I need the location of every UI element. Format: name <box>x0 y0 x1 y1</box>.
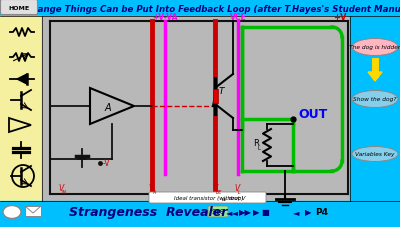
Bar <box>25 206 41 216</box>
Ellipse shape <box>352 39 398 56</box>
Polygon shape <box>17 75 27 85</box>
Text: Ideal transistor (without V: Ideal transistor (without V <box>174 195 245 200</box>
Text: +V-VA: +V-VA <box>152 13 178 22</box>
Text: L: L <box>238 189 241 194</box>
FancyBboxPatch shape <box>0 0 38 15</box>
Text: -V: -V <box>103 159 110 168</box>
Bar <box>42 17 350 201</box>
Text: ▶: ▶ <box>253 207 259 217</box>
Text: Variables Key: Variables Key <box>355 152 395 157</box>
Text: V: V <box>234 183 239 192</box>
FancyBboxPatch shape <box>208 206 228 217</box>
Text: ■: ■ <box>261 207 269 217</box>
Text: T: T <box>219 87 224 96</box>
Text: S19: S19 <box>211 209 225 215</box>
Text: V: V <box>148 183 153 192</box>
Bar <box>350 17 400 201</box>
Text: BE: BE <box>222 198 228 202</box>
Text: ▶▶: ▶▶ <box>238 207 252 217</box>
Text: +V: +V <box>333 13 347 22</box>
Text: V: V <box>58 183 63 192</box>
Ellipse shape <box>3 206 21 219</box>
Text: HOME: HOME <box>8 6 30 11</box>
Text: BE: BE <box>216 189 222 194</box>
Polygon shape <box>368 73 382 82</box>
Text: A: A <box>105 103 111 113</box>
Ellipse shape <box>352 91 398 108</box>
Text: Strange Things Can be Put Into Feedback Loop (after T.Hayes's Student Manual): Strange Things Can be Put Into Feedback … <box>23 5 400 13</box>
Bar <box>0 17 42 201</box>
Text: OUT: OUT <box>298 108 327 121</box>
Bar <box>213 90 218 104</box>
Text: P4: P4 <box>316 207 328 217</box>
Text: A: A <box>152 189 155 194</box>
Text: IN: IN <box>62 189 67 194</box>
Text: R: R <box>253 138 259 147</box>
Ellipse shape <box>352 147 398 162</box>
Text: Strangeness  Revealer: Strangeness Revealer <box>69 206 227 219</box>
Bar <box>0 0 400 17</box>
Bar <box>0 201 400 227</box>
Text: Show the dog?: Show the dog? <box>353 97 397 102</box>
Text: ◄◄: ◄◄ <box>226 207 238 217</box>
Text: V: V <box>212 183 217 192</box>
Text: L: L <box>257 145 260 150</box>
Text: drop): drop) <box>227 195 244 200</box>
Text: VCE: VCE <box>230 13 246 22</box>
Polygon shape <box>90 89 134 124</box>
Text: ◄: ◄ <box>293 207 299 217</box>
Text: ▶: ▶ <box>305 207 311 217</box>
FancyBboxPatch shape <box>149 192 266 203</box>
Text: The dog is hidden: The dog is hidden <box>349 45 400 50</box>
